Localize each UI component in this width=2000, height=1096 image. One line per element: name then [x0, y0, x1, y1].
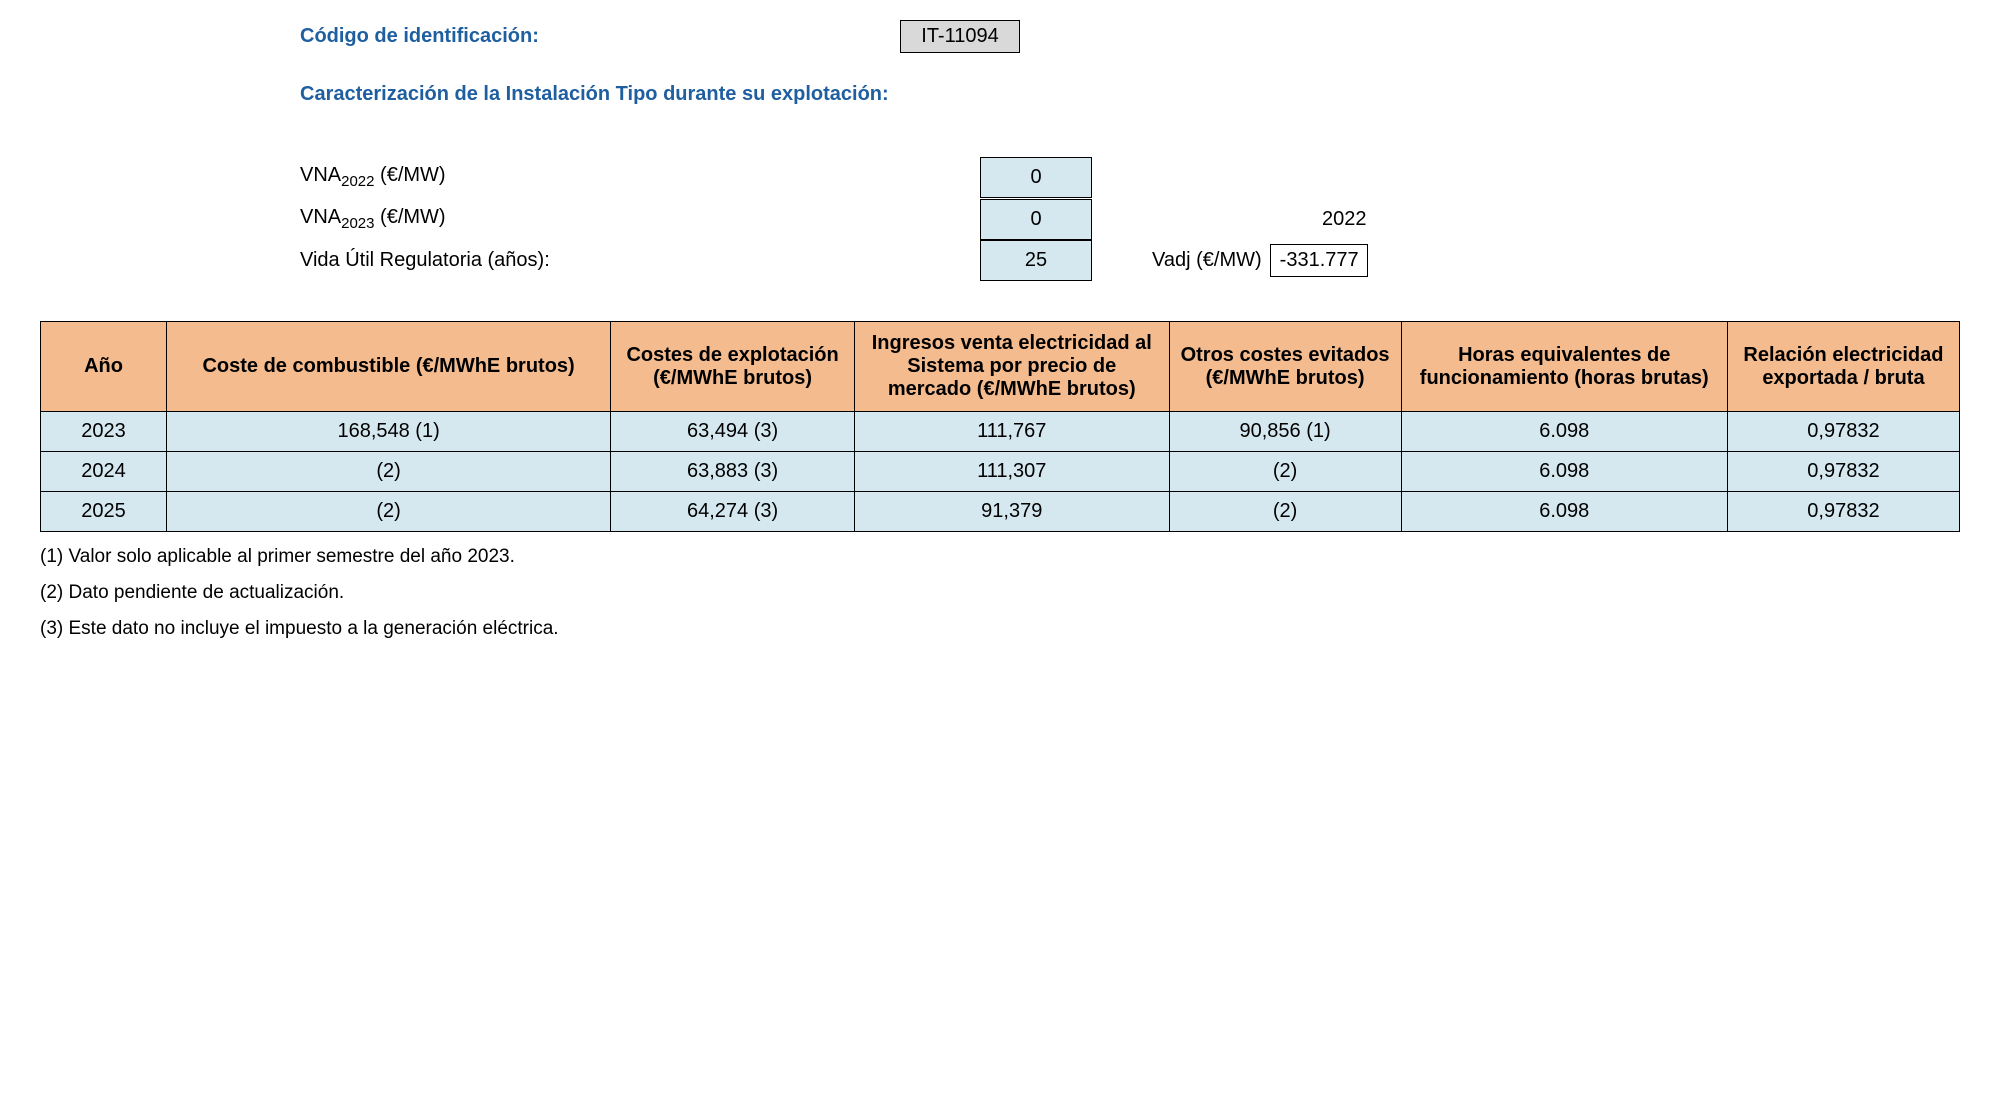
th-otros: Otros costes evitados (€/MWhE brutos) — [1169, 322, 1401, 412]
cell-otros: (2) — [1169, 452, 1401, 492]
footnote-1: (1) Valor solo aplicable al primer semes… — [40, 546, 1960, 568]
param-vna2022-row: VNA2022 (€/MW) 0 — [300, 156, 1960, 198]
code-label: Código de identificación: — [300, 25, 900, 48]
th-year: Año — [41, 322, 167, 412]
vna2023-prefix: VNA — [300, 206, 341, 228]
vida-label: Vida Útil Regulatoria (años): — [300, 241, 980, 280]
vna2022-value: 0 — [980, 157, 1092, 198]
code-value-box: IT-11094 — [900, 20, 1020, 53]
vna2022-unit: (€/MW) — [375, 164, 446, 186]
header-row: Código de identificación: IT-11094 — [300, 20, 1960, 53]
vadj-value: -331.777 — [1270, 244, 1368, 277]
footnote-2: (2) Dato pendiente de actualización. — [40, 582, 1960, 604]
year-right: 2022 — [1322, 208, 1367, 231]
cell-fuel: 168,548 (1) — [167, 412, 611, 452]
th-horas: Horas equivalentes de funcionamiento (ho… — [1401, 322, 1727, 412]
section-title: Caracterización de la Instalación Tipo d… — [300, 83, 1960, 106]
vida-value: 25 — [980, 240, 1092, 281]
cell-ing: 111,767 — [855, 412, 1170, 452]
cell-horas: 6.098 — [1401, 412, 1727, 452]
th-fuel: Coste de combustible (€/MWhE brutos) — [167, 322, 611, 412]
cell-expl: 64,274 (3) — [611, 492, 855, 532]
cell-horas: 6.098 — [1401, 452, 1727, 492]
cell-ing: 111,307 — [855, 452, 1170, 492]
table-row: 2024 (2) 63,883 (3) 111,307 (2) 6.098 0,… — [41, 452, 1960, 492]
vna2022-sub: 2022 — [341, 173, 374, 190]
cell-expl: 63,494 (3) — [611, 412, 855, 452]
table-header-row: Año Coste de combustible (€/MWhE brutos)… — [41, 322, 1960, 412]
data-table: Año Coste de combustible (€/MWhE brutos)… — [40, 321, 1960, 532]
cell-expl: 63,883 (3) — [611, 452, 855, 492]
cell-horas: 6.098 — [1401, 492, 1727, 532]
cell-rel: 0,97832 — [1727, 492, 1959, 532]
table-row: 2023 168,548 (1) 63,494 (3) 111,767 90,8… — [41, 412, 1960, 452]
cell-otros: 90,856 (1) — [1169, 412, 1401, 452]
cell-year: 2024 — [41, 452, 167, 492]
cell-year: 2025 — [41, 492, 167, 532]
vna2022-label: VNA2022 (€/MW) — [300, 156, 980, 198]
cell-year: 2023 — [41, 412, 167, 452]
vadj-label: Vadj (€/MW) — [1152, 249, 1262, 272]
table-row: 2025 (2) 64,274 (3) 91,379 (2) 6.098 0,9… — [41, 492, 1960, 532]
vna2023-label: VNA2023 (€/MW) — [300, 198, 980, 240]
th-expl: Costes de explotación (€/MWhE brutos) — [611, 322, 855, 412]
footnote-3: (3) Este dato no incluye el impuesto a l… — [40, 618, 1960, 640]
th-rel: Relación electricidad exportada / bruta — [1727, 322, 1959, 412]
cell-otros: (2) — [1169, 492, 1401, 532]
vna2023-sub: 2023 — [341, 215, 374, 232]
th-ing: Ingresos venta electricidad al Sistema p… — [855, 322, 1170, 412]
cell-fuel: (2) — [167, 492, 611, 532]
cell-ing: 91,379 — [855, 492, 1170, 532]
cell-rel: 0,97832 — [1727, 452, 1959, 492]
param-vida-row: Vida Útil Regulatoria (años): 25 Vadj (€… — [300, 240, 1960, 281]
vna2022-prefix: VNA — [300, 164, 341, 186]
vna2023-unit: (€/MW) — [375, 206, 446, 228]
cell-rel: 0,97832 — [1727, 412, 1959, 452]
param-vna2023-row: VNA2023 (€/MW) 0 2022 — [300, 198, 1960, 240]
cell-fuel: (2) — [167, 452, 611, 492]
vna2023-value: 0 — [980, 199, 1092, 240]
footnotes: (1) Valor solo aplicable al primer semes… — [40, 546, 1960, 640]
